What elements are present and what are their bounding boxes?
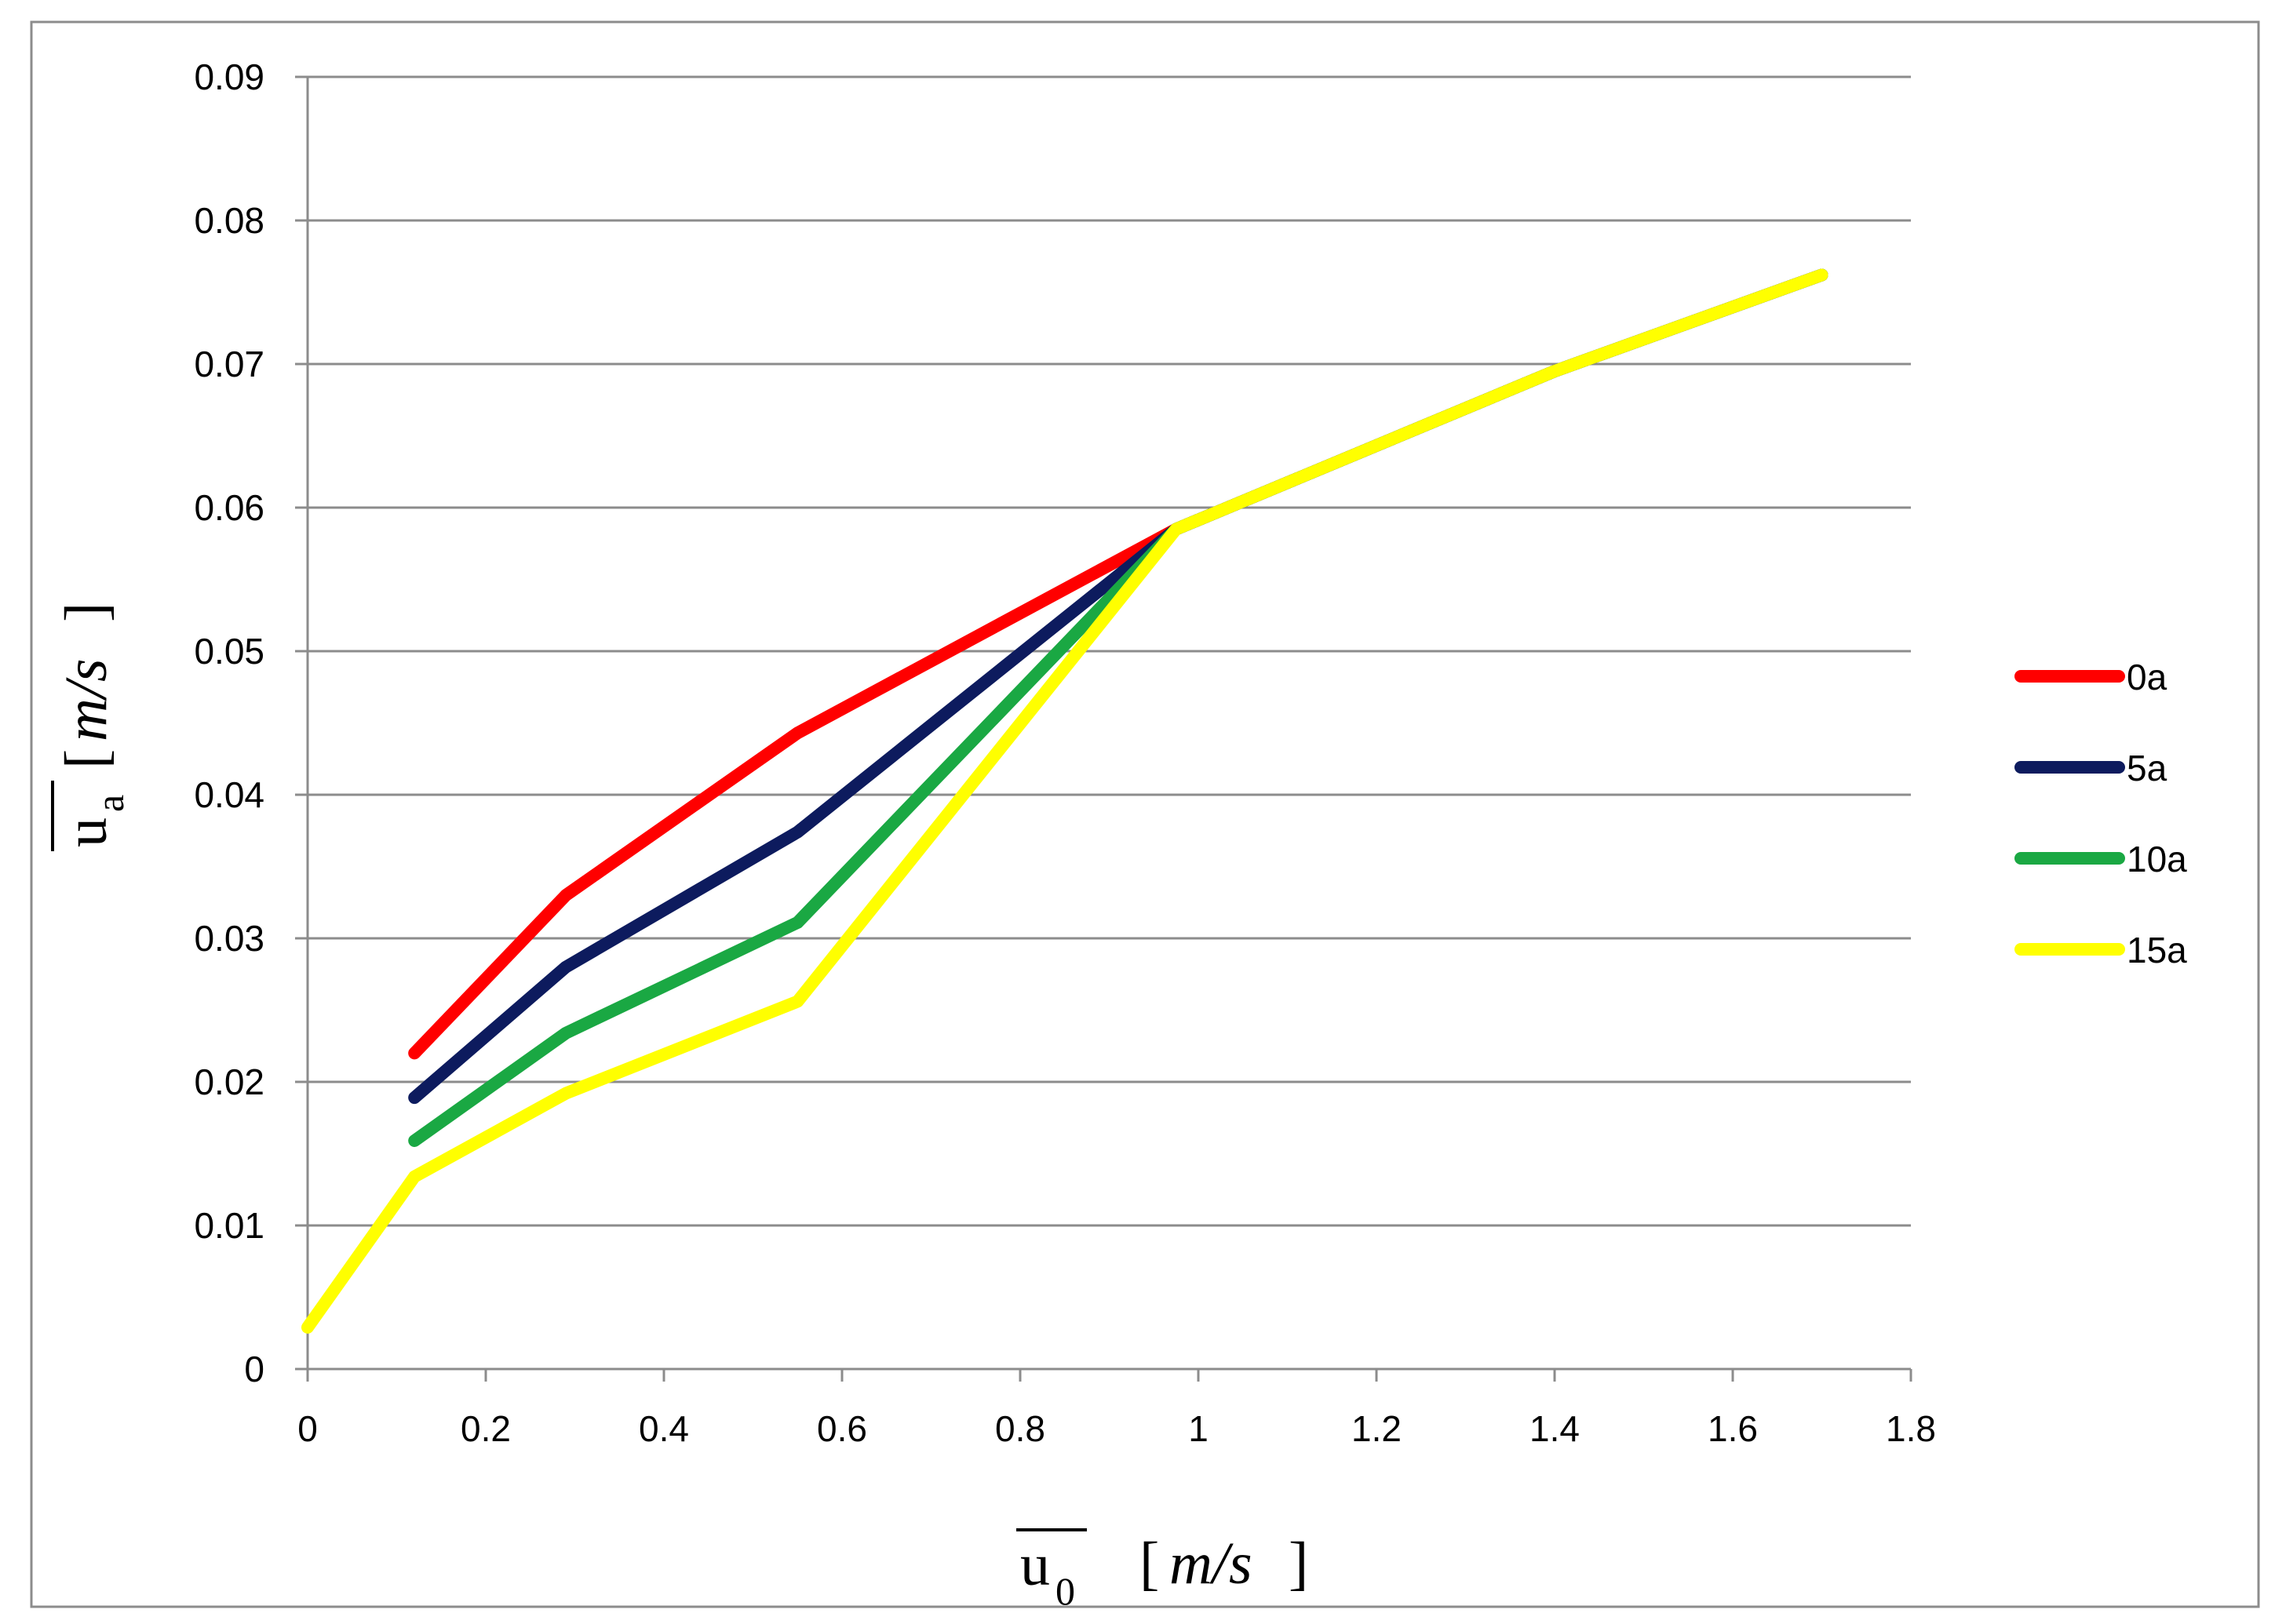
y-tick-label: 0.04	[194, 774, 264, 815]
gridlines	[308, 75, 1911, 1227]
x-title-bracket-close: ]	[1289, 1531, 1308, 1597]
x-tick-label: 0.6	[817, 1408, 867, 1449]
axes	[295, 75, 1912, 1382]
y-tick-label: 0.02	[194, 1061, 264, 1102]
x-tick-label: 1.2	[1351, 1408, 1402, 1449]
y-tick-label: 0.08	[194, 200, 264, 241]
series-line-15a	[301, 268, 1828, 1334]
x-title-bracket-open: [	[1139, 1531, 1159, 1597]
y-tick-label: 0	[244, 1349, 264, 1389]
series-lines	[301, 268, 1828, 1334]
y-title-bracket-open: [	[53, 749, 119, 769]
legend-label-15a: 15a	[2127, 930, 2187, 970]
x-axis-title: u 0 [ m/s ]	[1016, 1528, 1308, 1613]
x-title-symbol: u	[1020, 1532, 1050, 1598]
x-title-subscript: 0	[1055, 1569, 1075, 1613]
y-title-bracket-close: ]	[53, 603, 119, 622]
y-axis-title: u a [ m/s ]	[51, 603, 132, 851]
y-title-subscript: a	[88, 795, 132, 812]
y-title-symbol: u	[53, 817, 119, 847]
x-tick-label: 0	[297, 1408, 318, 1449]
x-tick-label: 0.8	[995, 1408, 1045, 1449]
y-tick-label: 0.03	[194, 918, 264, 959]
legend-label-5a: 5a	[2127, 748, 2167, 788]
x-title-unit: m/s	[1169, 1531, 1252, 1597]
y-tick-label: 0.09	[194, 56, 264, 97]
y-tick-label: 0.07	[194, 344, 264, 384]
x-tick-label: 1	[1188, 1408, 1209, 1449]
y-tick-label: 0.05	[194, 631, 264, 672]
x-tick-label: 0.2	[461, 1408, 511, 1449]
x-tick-label: 1.8	[1886, 1408, 1936, 1449]
legend-label-0a: 0a	[2127, 657, 2167, 697]
legend-label-10a: 10a	[2127, 839, 2187, 879]
x-tick-label: 1.4	[1529, 1408, 1580, 1449]
x-tick-label: 1.6	[1708, 1408, 1758, 1449]
tick-labels: 0 0.01 0.02 0.03 0.04 0.05 0.06 0.07 0.08 0.09 0 0.…	[194, 56, 1936, 1449]
y-tick-label: 0.01	[194, 1205, 264, 1246]
y-tick-label: 0.06	[194, 487, 264, 528]
legend: 0a 5a 10a 15a	[2014, 657, 2187, 970]
chart-frame	[30, 20, 2260, 1608]
x-tick-label: 0.4	[639, 1408, 689, 1449]
y-title-unit: m/s	[53, 658, 119, 741]
